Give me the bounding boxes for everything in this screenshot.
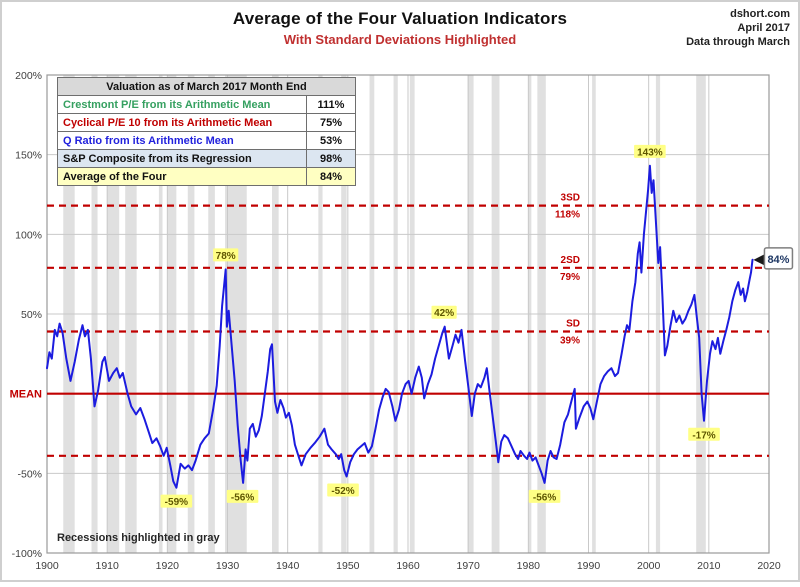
source-attribution: dshort.com April 2017 Data through March — [686, 7, 790, 49]
x-tick-label: 1950 — [336, 560, 360, 572]
chart-subtitle: With Standard Deviations Highlighted — [283, 32, 517, 47]
callout-arrow — [753, 253, 766, 266]
annotation-bg — [634, 144, 666, 158]
annotation-bg — [528, 489, 561, 503]
legend-row-2: Q Ratio from its Arithmetic Mean 53% — [57, 131, 356, 150]
annotation-label: -59% — [165, 497, 188, 508]
annotation-label: 78% — [216, 251, 236, 262]
annotation-bg — [327, 483, 359, 497]
sd-labels: 3SD 118% 2SD 79% SD 39% — [555, 193, 580, 347]
legend-row-value: 111% — [306, 95, 356, 114]
x-axis-labels: 1900 1910 1920 1930 1940 1950 1960 1970 1980 1990… — [35, 560, 781, 572]
valuation-legend-table: Valuation as of March 2017 Month End Cre… — [57, 77, 356, 186]
legend-row-label: Cyclical P/E 10 from its Arithmetic Mean — [57, 113, 307, 132]
legend-row-label: Crestmont P/E from its Arithmetic Mean — [57, 95, 307, 114]
legend-row-value: 84% — [306, 167, 356, 186]
annotation-label: -17% — [692, 430, 715, 441]
x-tick-label: 2020 — [757, 560, 781, 572]
y-tick-label: 200% — [15, 70, 42, 82]
y-axis-labels: 200% 150% 100% 50% -50% -100% MEAN — [10, 70, 42, 560]
misc-labels: Recessions highlighted in gray — [57, 532, 220, 544]
chart-title: Average of the Four Valuation Indicators — [232, 9, 568, 28]
latest-value-callout: 84% — [753, 247, 794, 270]
series-line — [46, 164, 754, 489]
legend-row-1: Cyclical P/E 10 from its Arithmetic Mean… — [57, 113, 356, 132]
y-tick-label: 50% — [21, 309, 42, 321]
sd-pct-label: 39% — [560, 336, 580, 347]
annotations-layer: 78% 42% 143% -59% -56% -52% -56% -17% — [160, 144, 720, 508]
x-tick-label: 1940 — [276, 560, 300, 572]
x-tick-label: 1900 — [35, 560, 59, 572]
plot-border — [46, 74, 770, 554]
legend-header: Valuation as of March 2017 Month End — [57, 77, 356, 96]
annotation-bg — [213, 248, 239, 262]
annotation-bg — [160, 494, 193, 508]
sd-name-label: SD — [566, 319, 580, 330]
x-tick-label: 1990 — [577, 560, 601, 572]
annotation-bg — [688, 427, 720, 441]
y-tick-label: 100% — [15, 229, 42, 241]
legend-row-value: 98% — [306, 149, 356, 168]
mean-axis-label: MEAN — [10, 389, 42, 401]
x-tick-label: 1960 — [396, 560, 420, 572]
legend-row-3: S&P Composite from its Regression 98% — [57, 149, 356, 168]
source-note: Data through March — [686, 36, 790, 48]
series-layer — [46, 164, 754, 489]
callout-box — [763, 247, 794, 270]
legend-row-label: S&P Composite from its Regression — [57, 149, 307, 168]
recessions-footnote: Recessions highlighted in gray — [57, 532, 220, 544]
sd-pct-label: 79% — [560, 272, 580, 283]
y-tick-label: 150% — [15, 150, 42, 162]
x-tick-label: 1920 — [156, 560, 180, 572]
x-tick-label: 1980 — [517, 560, 541, 572]
legend-row-value: 75% — [306, 113, 356, 132]
sd-pct-label: 118% — [555, 210, 580, 221]
sd-name-label: 2SD — [561, 255, 580, 266]
callout-label: 84% — [767, 254, 789, 266]
y-tick-label: -50% — [17, 468, 42, 480]
annotation-label: -52% — [331, 486, 354, 497]
annotation-bg — [431, 305, 457, 319]
legend-row-label: Q Ratio from its Arithmetic Mean — [57, 131, 307, 150]
annotation-label: -56% — [231, 492, 254, 503]
x-tick-label: 2000 — [637, 560, 661, 572]
annotation-label: -56% — [533, 492, 556, 503]
y-tick-label: -100% — [12, 548, 42, 560]
x-tick-label: 2010 — [697, 560, 721, 572]
legend-row-value: 53% — [306, 131, 356, 150]
annotation-bg — [226, 489, 259, 503]
annotation-label: 143% — [637, 147, 663, 158]
source-date: April 2017 — [737, 22, 790, 34]
x-tick-label: 1910 — [95, 560, 119, 572]
legend-row-0: Crestmont P/E from its Arithmetic Mean 11… — [57, 95, 356, 114]
legend-row-4: Average of the Four 84% — [57, 167, 356, 186]
x-tick-label: 1970 — [456, 560, 480, 572]
annotation-label: 42% — [434, 308, 454, 319]
plot-frame — [46, 74, 770, 554]
sd-name-label: 3SD — [561, 193, 580, 204]
legend-row-label: Average of the Four — [57, 167, 307, 186]
source-site: dshort.com — [730, 8, 790, 20]
x-tick-label: 1930 — [216, 560, 240, 572]
